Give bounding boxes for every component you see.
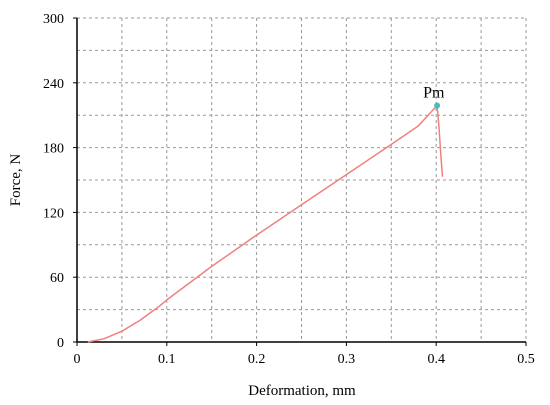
x-tick-label: 0.1 [158, 352, 176, 367]
x-tick-label: 0.5 [517, 352, 535, 367]
series-layer [87, 104, 444, 343]
grid-lines [77, 17, 527, 342]
y-tick-label: 180 [43, 142, 64, 157]
annotations: Pm [423, 84, 445, 109]
x-tick-label: 0.3 [338, 352, 356, 367]
x-tick-label: 0.4 [427, 352, 445, 367]
x-tick-label: 0.2 [248, 352, 266, 367]
peak-marker [434, 102, 441, 109]
y-axis-label: Force, N [8, 154, 24, 207]
axes [73, 17, 527, 346]
y-tick-label: 0 [57, 336, 64, 351]
x-tick-label: 0 [74, 352, 81, 367]
x-axis-label: Deformation, mm [248, 383, 356, 399]
y-tick-label: 240 [43, 77, 64, 92]
peak-label: Pm [423, 84, 445, 101]
y-tick-label: 300 [43, 12, 64, 27]
tick-labels: 0 0.1 0.2 0.3 0.4 0.5 0 60 120 180 240 300 [43, 12, 535, 367]
y-tick-label: 120 [43, 206, 64, 221]
series-line [87, 104, 444, 343]
y-tick-label: 60 [50, 271, 64, 286]
